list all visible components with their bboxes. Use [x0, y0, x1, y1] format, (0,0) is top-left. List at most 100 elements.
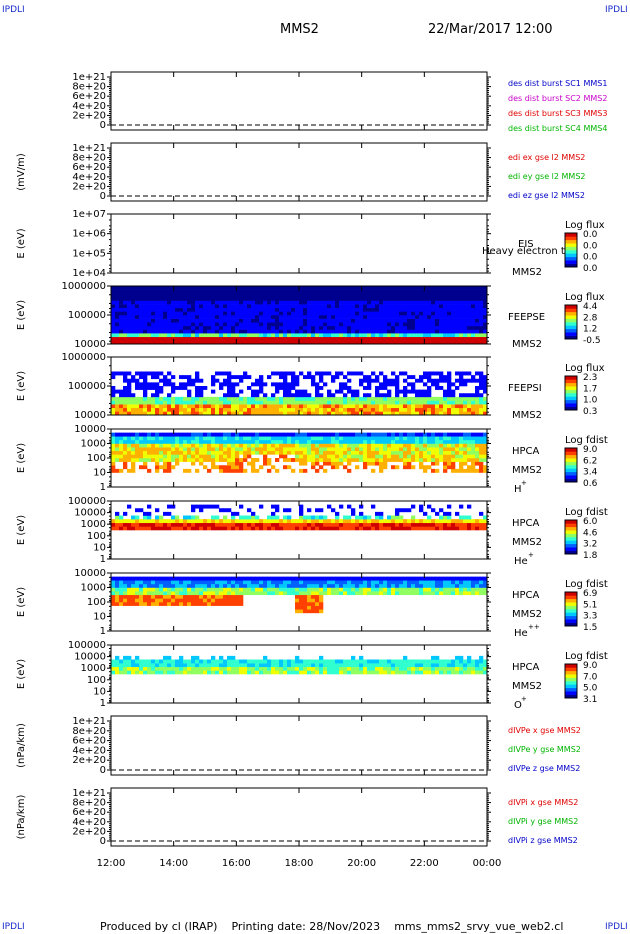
spectrogram-cell [123, 443, 128, 448]
spectrogram-cell [419, 389, 424, 394]
spectrogram-cell [211, 432, 216, 437]
spectrogram-cell [119, 318, 124, 323]
spectrogram-cell [279, 587, 284, 592]
spectrogram-cell [203, 666, 208, 671]
spectrogram-cell [475, 371, 480, 376]
spectrogram-cell [479, 340, 484, 345]
spectrogram-cell [407, 300, 412, 305]
spectrogram-cell [275, 307, 280, 312]
spectrogram-cell [279, 447, 284, 452]
spectrogram-cell [439, 336, 444, 341]
spectrogram-cell [475, 519, 480, 524]
spectrogram-cell [183, 443, 188, 448]
spectrogram-cell [451, 576, 456, 581]
spectrogram-cell [211, 382, 216, 387]
spectrogram-cell [135, 304, 140, 309]
spectrogram-cell [479, 465, 484, 470]
spectrogram-cell [399, 407, 404, 412]
spectrogram-cell [287, 289, 292, 294]
spectrogram-cell [459, 411, 464, 416]
spectrogram-cell [239, 404, 244, 409]
spectrogram-cell [199, 296, 204, 301]
spectrogram-cell [211, 307, 216, 312]
spectrogram-cell [351, 447, 356, 452]
spectrogram-cell [227, 591, 232, 596]
spectrogram-cell [311, 304, 316, 309]
spectrogram-cell [195, 436, 200, 441]
spectrogram-cell [299, 315, 304, 319]
spectrogram-cell [167, 447, 172, 452]
spectrogram-cell [151, 602, 156, 606]
spectrogram-cell [131, 439, 136, 444]
spectrogram-cell [299, 594, 304, 599]
spectrogram-cell [483, 519, 488, 524]
spectrogram-cell [163, 436, 168, 441]
spectrogram-cell [479, 375, 484, 380]
spectrogram-cell [235, 522, 240, 527]
spectrogram-cell [179, 400, 184, 405]
spectrogram-cell [399, 318, 404, 323]
spectrogram-cell [227, 594, 232, 599]
spectrogram-cell [135, 411, 140, 416]
spectrogram-cell [423, 375, 428, 380]
spectrogram-cell [139, 598, 144, 603]
spectrogram-cell [443, 447, 448, 452]
spectrogram-cell [239, 307, 244, 312]
spectrogram-cell [351, 389, 356, 394]
spectrogram-cell [419, 436, 424, 441]
colorbar-segment [565, 250, 577, 254]
spectrogram-cell [475, 393, 480, 398]
spectrogram-cell [455, 587, 460, 592]
spectrogram-cell [243, 286, 248, 290]
spectrogram-cell [411, 375, 416, 380]
spectrogram-cell [355, 526, 360, 531]
spectrogram-cell [139, 325, 144, 330]
spectrogram-cell [315, 587, 320, 592]
spectrogram-cell [311, 329, 316, 334]
spectrogram-cell [479, 576, 484, 581]
spectrogram-cell [147, 450, 152, 455]
spectrogram-cell [347, 371, 352, 376]
spectrogram-cell [135, 296, 140, 301]
spectrogram-cell [123, 329, 128, 334]
spectrogram-cell [387, 436, 392, 441]
spectrogram-cell [303, 605, 308, 610]
spectrogram-cell [147, 576, 152, 581]
spectrogram-cell [259, 289, 264, 294]
spectrogram-cell [119, 576, 124, 581]
spectrogram-cell [307, 576, 312, 581]
spectrogram-cell [203, 454, 208, 459]
spectrogram-cell [127, 311, 132, 316]
spectrogram-cell [251, 432, 256, 437]
spectrogram-cell [159, 396, 164, 401]
spectrogram-cell [259, 389, 264, 394]
spectrogram-cell [203, 447, 208, 452]
spectrogram-cell [303, 439, 308, 444]
spectrogram-cell [175, 663, 180, 668]
spectrogram-cell [223, 454, 228, 459]
spectrogram-cell [271, 393, 276, 398]
spectrogram-cell [147, 443, 152, 448]
spectrogram-cell [267, 411, 272, 416]
spectrogram-cell [307, 329, 312, 334]
spectrogram-cell [451, 450, 456, 455]
spectrogram-cell [263, 293, 268, 298]
spectrogram-cell [127, 587, 132, 592]
spectrogram-cell [311, 594, 316, 599]
spectrogram-cell [359, 311, 364, 316]
spectrogram-cell [343, 450, 348, 455]
spectrogram-cell [363, 439, 368, 444]
spectrogram-cell [431, 382, 436, 387]
spectrogram-cell [395, 300, 400, 305]
spectrogram-cell [359, 286, 364, 290]
spectrogram-cell [159, 454, 164, 459]
spectrogram-cell [343, 411, 348, 416]
spectrogram-cell [331, 400, 336, 405]
spectrogram-cell [363, 443, 368, 448]
spectrogram-cell [171, 286, 176, 290]
spectrogram-cell [247, 293, 252, 298]
spectrogram-cell [399, 396, 404, 401]
spectrogram-cell [163, 432, 168, 437]
spectrogram-cell [251, 315, 256, 319]
spectrogram-cell [319, 325, 324, 330]
